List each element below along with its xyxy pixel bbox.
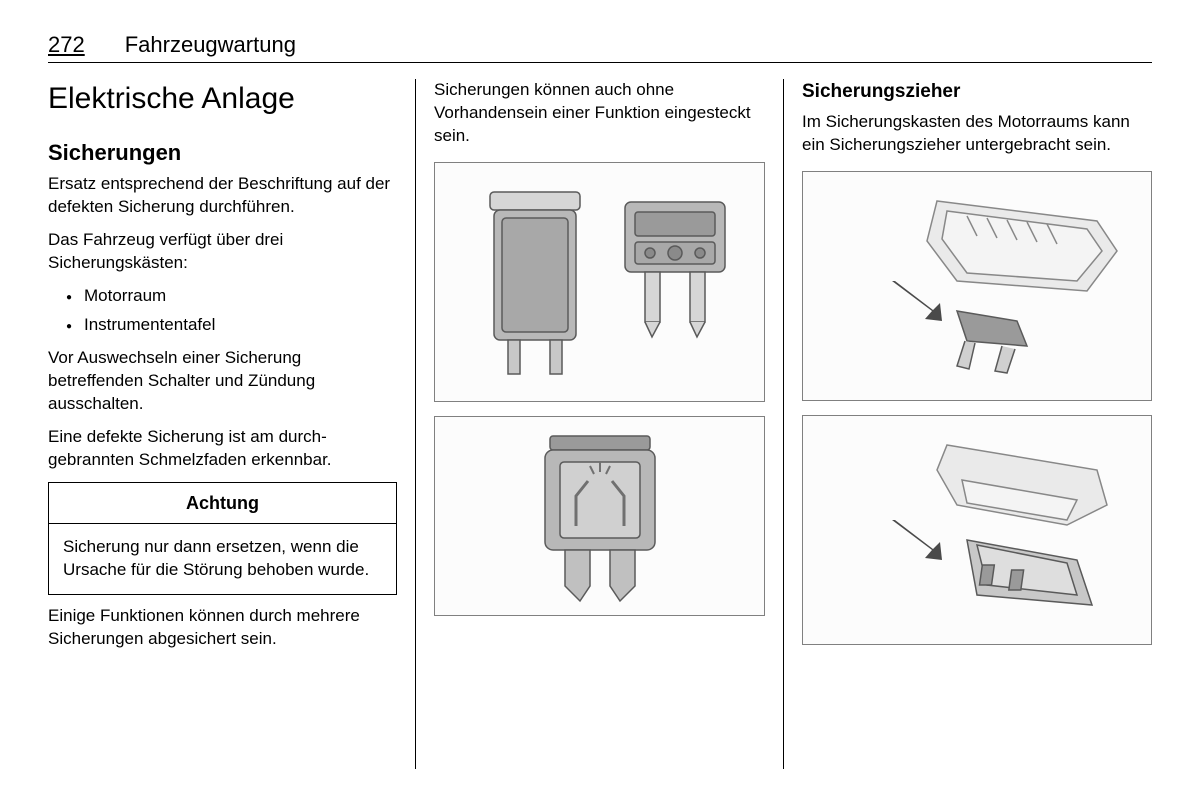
column-2: Sicherungen können auch ohne Vorhandense… bbox=[416, 79, 784, 769]
figure-blown-fuse bbox=[434, 416, 765, 616]
main-heading: Elektrische Anlage bbox=[48, 79, 397, 120]
paragraph: Eine defekte Sicherung ist am durch­gebr… bbox=[48, 426, 397, 472]
paragraph: Das Fahrzeug verfügt über drei Sicherung… bbox=[48, 229, 397, 275]
caution-box: Achtung Sicherung nur dann ersetzen, wen… bbox=[48, 482, 397, 595]
content-columns: Elektrische Anlage Sicherungen Ersatz en… bbox=[48, 79, 1152, 769]
caution-body: Sicherung nur dann ersetzen, wenn die Ur… bbox=[49, 524, 396, 594]
paragraph: Ersatz entsprechend der Beschrif­tung au… bbox=[48, 173, 397, 219]
page-section-title: Fahrzeugwartung bbox=[125, 32, 296, 58]
column-1: Elektrische Anlage Sicherungen Ersatz en… bbox=[48, 79, 416, 769]
fusebox-list: Motorraum Instrumententafel bbox=[48, 285, 397, 337]
sub-heading-fuses: Sicherungen bbox=[48, 138, 397, 168]
blown-fuse-illustration bbox=[520, 426, 680, 606]
column-3: Sicherungszieher Im Sicherungskasten des… bbox=[784, 79, 1152, 769]
paragraph: Einige Funktionen können durch mehrere S… bbox=[48, 605, 397, 651]
page-number: 272 bbox=[48, 32, 85, 58]
list-item: Motorraum bbox=[66, 285, 397, 308]
fuse-types-illustration bbox=[450, 172, 750, 392]
sub-heading-puller: Sicherungszieher bbox=[802, 79, 1152, 105]
fuse-puller-top-illustration bbox=[817, 181, 1137, 391]
figure-fuse-types bbox=[434, 162, 765, 402]
figure-fuse-puller-2 bbox=[802, 415, 1152, 645]
paragraph: Im Sicherungskasten des Motor­raums kann… bbox=[802, 111, 1152, 157]
fuse-puller-bottom-illustration bbox=[817, 425, 1137, 635]
paragraph: Vor Auswechseln einer Sicherung betreffe… bbox=[48, 347, 397, 416]
caution-title: Achtung bbox=[49, 483, 396, 524]
page-header: 272 Fahrzeugwartung bbox=[48, 32, 1152, 63]
list-item: Instrumententafel bbox=[66, 314, 397, 337]
paragraph: Sicherungen können auch ohne Vorhandense… bbox=[434, 79, 765, 148]
figure-fuse-puller-1 bbox=[802, 171, 1152, 401]
